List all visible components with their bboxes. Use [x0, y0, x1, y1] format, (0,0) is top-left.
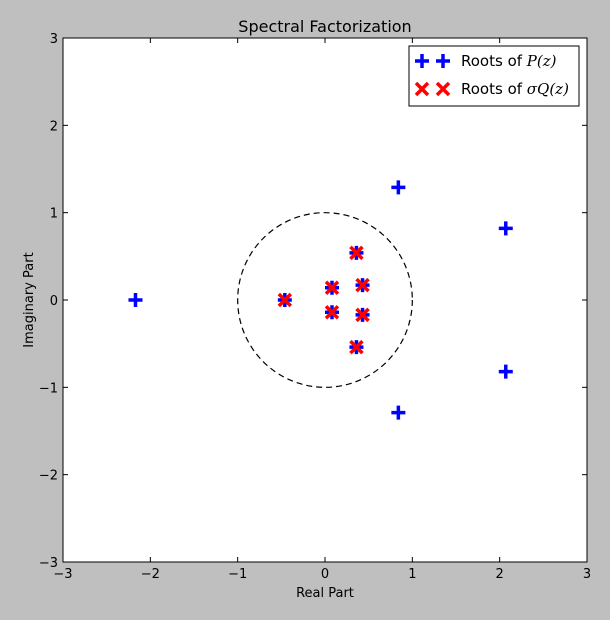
plus-marker	[391, 180, 406, 195]
y-tick-label: −1	[39, 381, 58, 396]
legend-plus-marker	[436, 54, 450, 68]
legend: Roots of P(z) Roots of σQ(z)	[408, 45, 580, 107]
x-tick-label: 3	[583, 567, 591, 582]
plus-marker	[391, 405, 406, 420]
x-marker	[355, 307, 370, 323]
x-tick-label: 0	[321, 567, 329, 582]
legend-x-marker	[414, 81, 430, 97]
x-tick-label: −2	[141, 567, 160, 582]
y-tick-label: −2	[39, 469, 58, 484]
plot-area: −3 −2 −1 0 1 2 3 −3 −2 −1 0 1 2 3	[39, 32, 591, 582]
x-axis-label: Real Part	[296, 586, 354, 601]
x-marker	[324, 304, 340, 320]
axes-frame	[62, 37, 588, 563]
x-marker	[355, 277, 370, 293]
plus-marker	[498, 364, 513, 379]
x-tick-label: −1	[228, 567, 247, 582]
legend-label: Roots of P(z)	[461, 52, 557, 70]
y-tick-label: 2	[50, 119, 58, 134]
x-marker	[349, 245, 364, 261]
chart-title: Spectral Factorization	[238, 17, 411, 36]
x-tick-label: 1	[408, 567, 416, 582]
unit-circle	[237, 212, 413, 388]
x-tick-label: 2	[496, 567, 504, 582]
x-marker	[277, 292, 293, 308]
y-tick-label: 1	[50, 207, 58, 222]
series-roots-sigma-q	[277, 245, 370, 355]
legend-box	[408, 45, 580, 107]
plot-background	[63, 38, 587, 562]
legend-plus-marker	[415, 54, 429, 68]
legend-entry: Roots of σQ(z)	[414, 80, 569, 98]
legend-entry: Roots of P(z)	[415, 52, 557, 70]
x-marker	[349, 339, 364, 355]
legend-x-marker	[435, 81, 451, 97]
x-tick-label: −3	[53, 567, 72, 582]
plus-marker	[498, 221, 513, 236]
x-marker	[324, 280, 340, 296]
y-axis-label: Imaginary Part	[22, 252, 37, 347]
legend-label: Roots of σQ(z)	[461, 80, 569, 98]
y-tick-label: 3	[50, 32, 58, 47]
y-tick-label: −3	[39, 556, 58, 571]
plus-marker	[128, 293, 143, 307]
y-tick-label: 0	[50, 294, 58, 309]
